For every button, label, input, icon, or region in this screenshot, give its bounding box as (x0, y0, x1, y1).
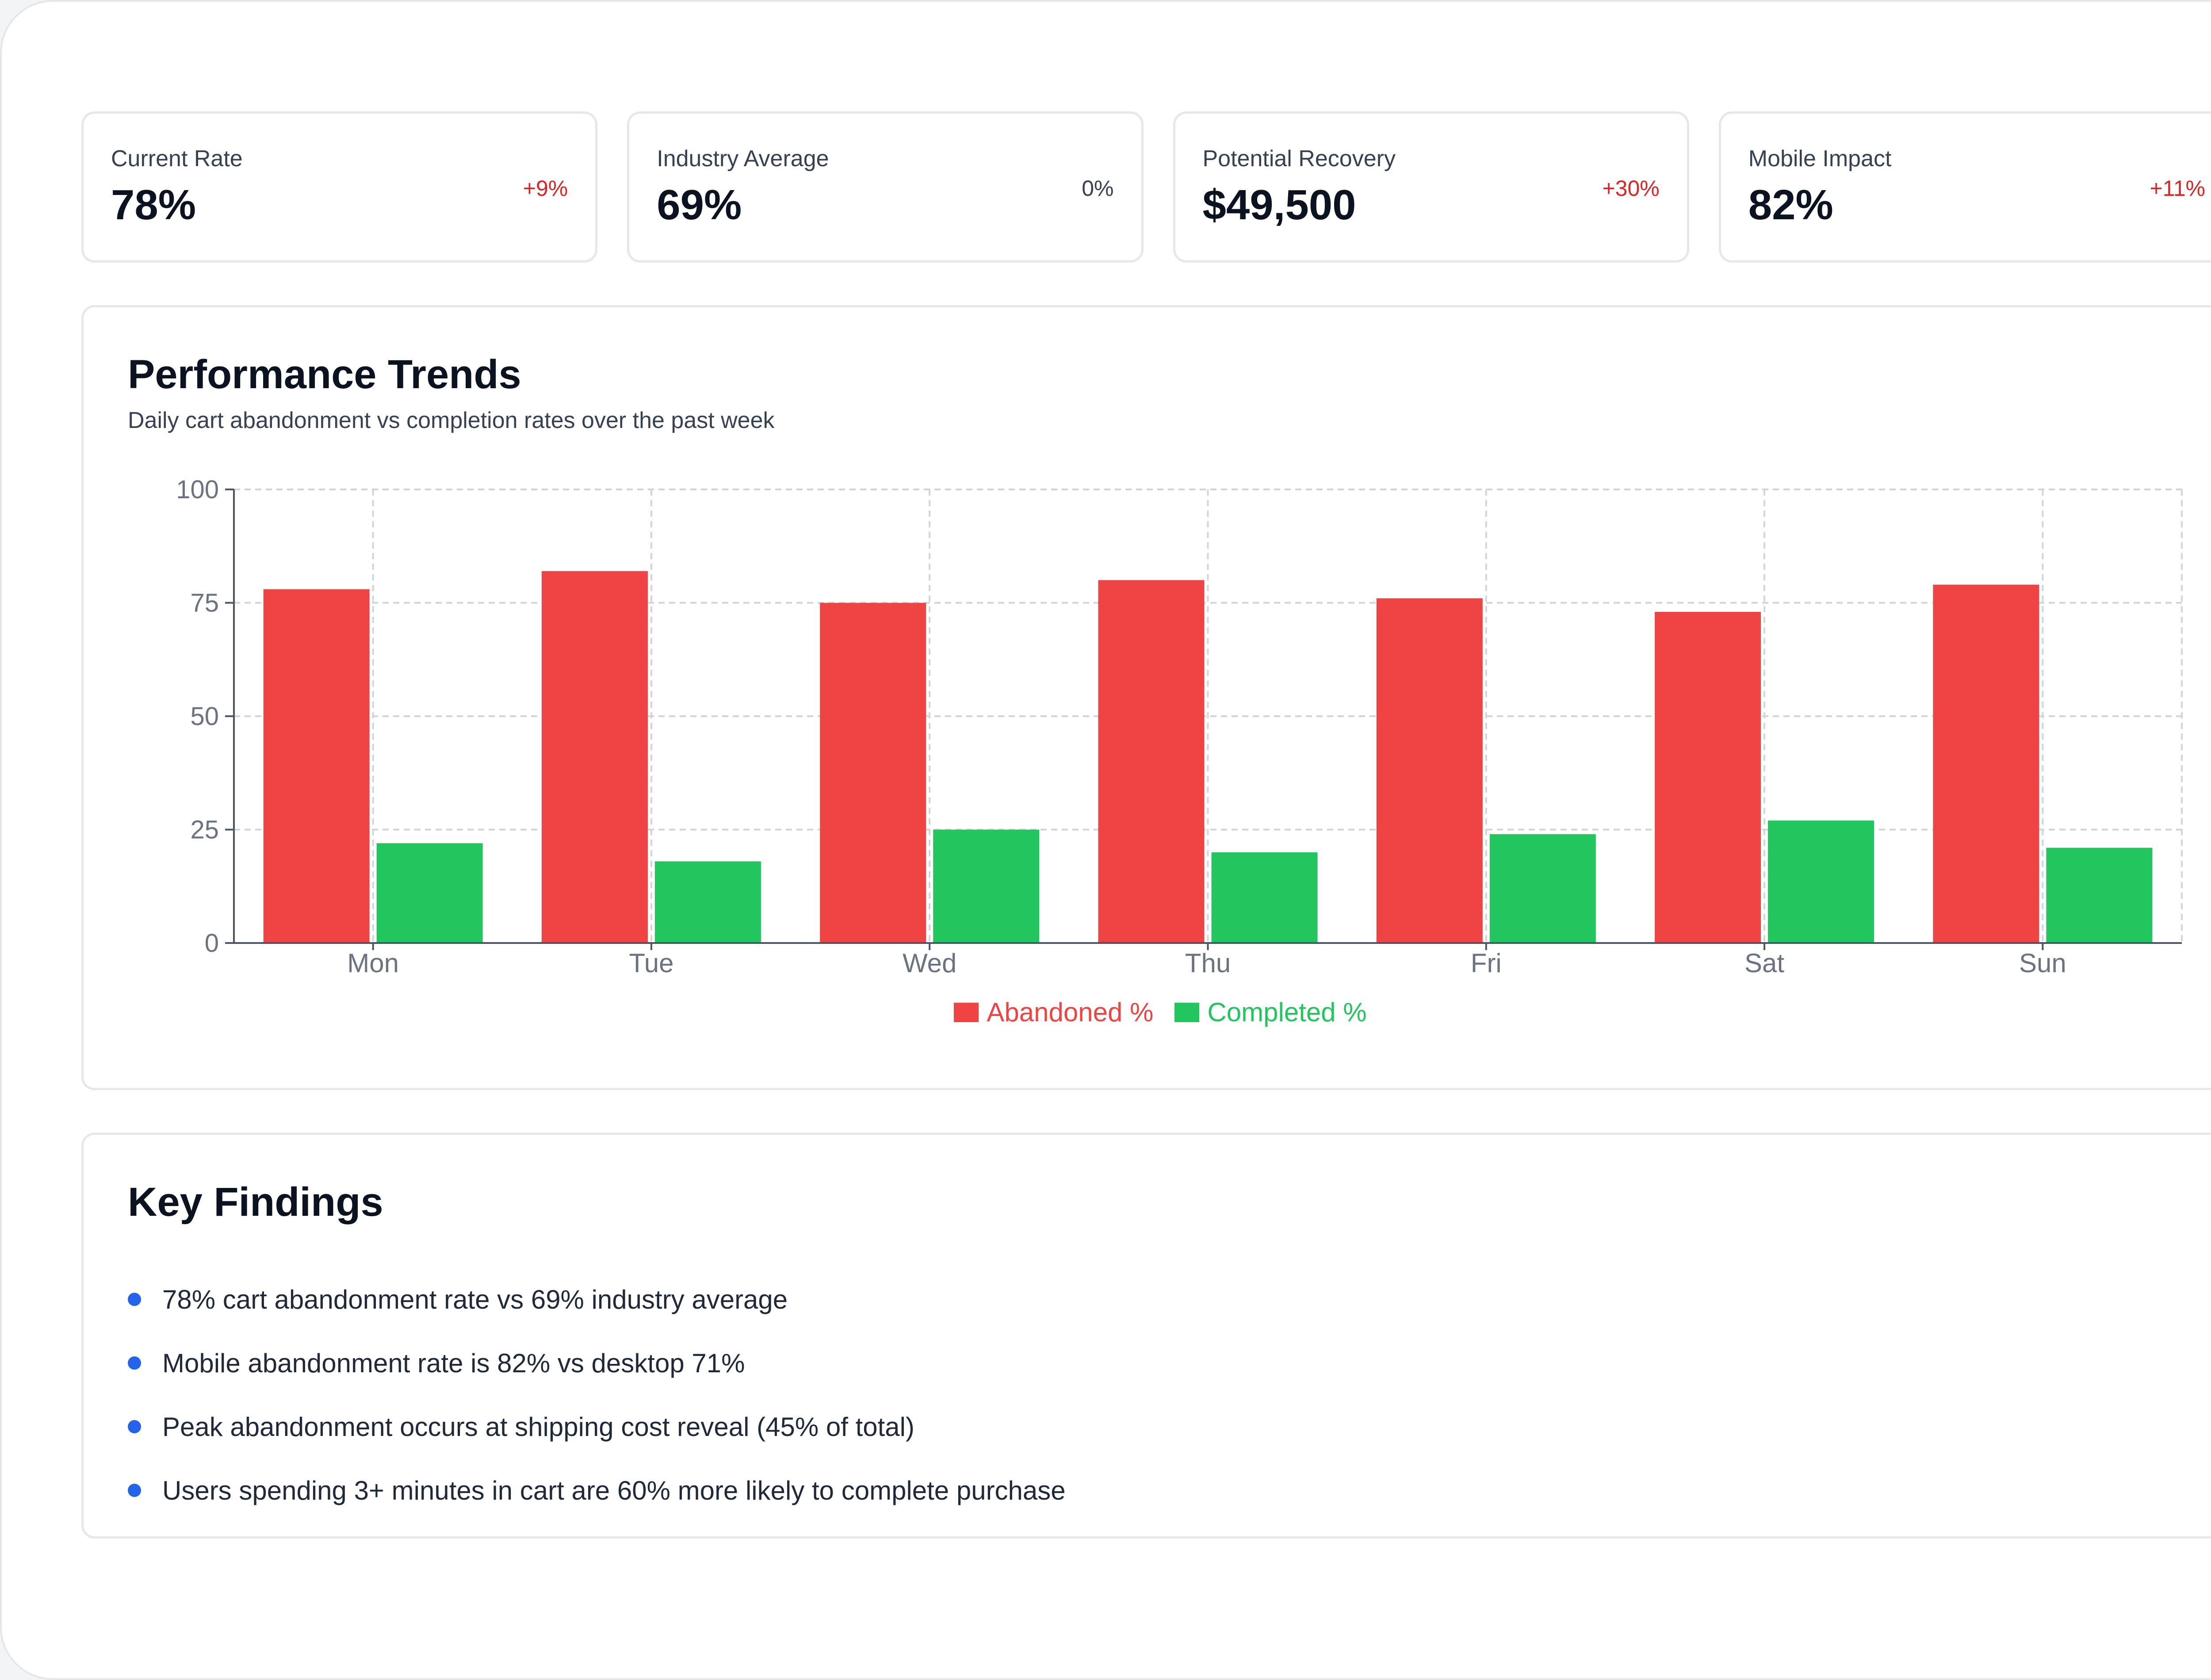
kpi-value: 69% (657, 181, 742, 229)
kpi-value: 82% (1748, 181, 1833, 229)
bar-abandoned (263, 589, 370, 943)
kpi-label: Potential Recovery (1202, 146, 1396, 172)
bar-completed (1489, 834, 1596, 943)
x-tick-label: Sun (2019, 948, 2066, 978)
legend-swatch (954, 1002, 979, 1022)
finding-text: Mobile abandonment rate is 82% vs deskto… (162, 1348, 745, 1378)
bar-abandoned (1655, 612, 1761, 943)
bar-abandoned (1098, 580, 1205, 943)
list-item: 78% cart abandonment rate vs 69% industr… (128, 1268, 1066, 1331)
kpi-label: Industry Average (657, 146, 829, 172)
bar-abandoned (1933, 584, 2039, 943)
bullet-icon (128, 1356, 141, 1370)
performance-trends-panel: 0 25 50 75 100 Mon Tue Wed Thu Fri Sat Sun Performa… (81, 305, 2211, 1090)
x-tick-label: Thu (1185, 948, 1231, 978)
legend-label: Abandoned % (987, 997, 1154, 1027)
bar-abandoned (1376, 598, 1483, 943)
legend-swatch (1174, 1002, 1200, 1022)
bar-completed (933, 829, 1040, 943)
x-tick-label: Mon (347, 948, 399, 978)
kpi-value: $49,500 (1202, 181, 1356, 229)
kpi-change: +9% (523, 176, 568, 201)
panel-subtitle: Daily cart abandonment vs completion rat… (128, 408, 775, 433)
bar-abandoned (541, 571, 648, 943)
chart-legend: Abandoned % Completed % (84, 997, 2211, 1027)
finding-text: Users spending 3+ minutes in cart are 60… (162, 1475, 1066, 1505)
y-tick-label: 25 (190, 816, 219, 844)
kpi-row: Current Rate 78% +9% Industry Average 69… (81, 111, 2211, 263)
kpi-card-mobile-impact: Mobile Impact 82% +11% (1718, 111, 2211, 263)
bullet-icon (128, 1420, 141, 1433)
list-item: Users spending 3+ minutes in cart are 60… (128, 1459, 1066, 1522)
y-tick-label: 50 (190, 702, 219, 731)
x-tick-label: Tue (629, 948, 673, 978)
list-item: Mobile abandonment rate is 82% vs deskto… (128, 1331, 1066, 1395)
bar-abandoned (820, 603, 926, 943)
bar-completed (376, 843, 483, 943)
legend-item-completed[interactable]: Completed % (1174, 997, 1367, 1027)
x-tick-label: Sat (1744, 948, 1784, 978)
kpi-label: Mobile Impact (1748, 146, 1892, 172)
kpi-change: 0% (1082, 176, 1114, 201)
panel-title: Key Findings (128, 1180, 383, 1225)
kpi-value: 78% (111, 181, 196, 229)
kpi-card-potential-recovery: Potential Recovery $49,500 +30% (1173, 111, 1689, 263)
kpi-label: Current Rate (111, 146, 243, 172)
bar-chart: 0 25 50 75 100 Mon Tue Wed Thu Fri Sat Sun (176, 475, 2183, 978)
bar-completed (654, 861, 761, 943)
chart-area: 0 25 50 75 100 Mon Tue Wed Thu Fri Sat Sun (84, 307, 2211, 1092)
bullet-icon (128, 1484, 141, 1497)
bar-completed (1768, 820, 1874, 943)
bullet-icon (128, 1293, 141, 1306)
list-item: Peak abandonment occurs at shipping cost… (128, 1395, 1066, 1459)
kpi-card-industry-average: Industry Average 69% 0% (627, 111, 1144, 263)
kpi-change: +11% (2150, 176, 2205, 201)
kpi-change: +30% (1602, 176, 1660, 201)
y-tick-label: 0 (205, 929, 219, 958)
legend-item-abandoned[interactable]: Abandoned % (954, 997, 1153, 1027)
y-tick-label: 100 (176, 475, 219, 504)
bar-completed (2046, 848, 2153, 943)
x-tick-label: Fri (1471, 948, 1502, 978)
key-findings-panel: Key Findings 78% cart abandonment rate v… (81, 1133, 2211, 1539)
x-tick-label: Wed (903, 948, 956, 978)
bar-completed (1211, 852, 1318, 943)
finding-text: Peak abandonment occurs at shipping cost… (162, 1412, 914, 1442)
findings-list: 78% cart abandonment rate vs 69% industr… (128, 1268, 1066, 1522)
y-tick-label: 75 (190, 589, 219, 618)
kpi-card-current-rate: Current Rate 78% +9% (81, 111, 598, 263)
panel-title: Performance Trends (128, 352, 521, 397)
finding-text: 78% cart abandonment rate vs 69% industr… (162, 1284, 788, 1314)
legend-label: Completed % (1207, 997, 1367, 1027)
